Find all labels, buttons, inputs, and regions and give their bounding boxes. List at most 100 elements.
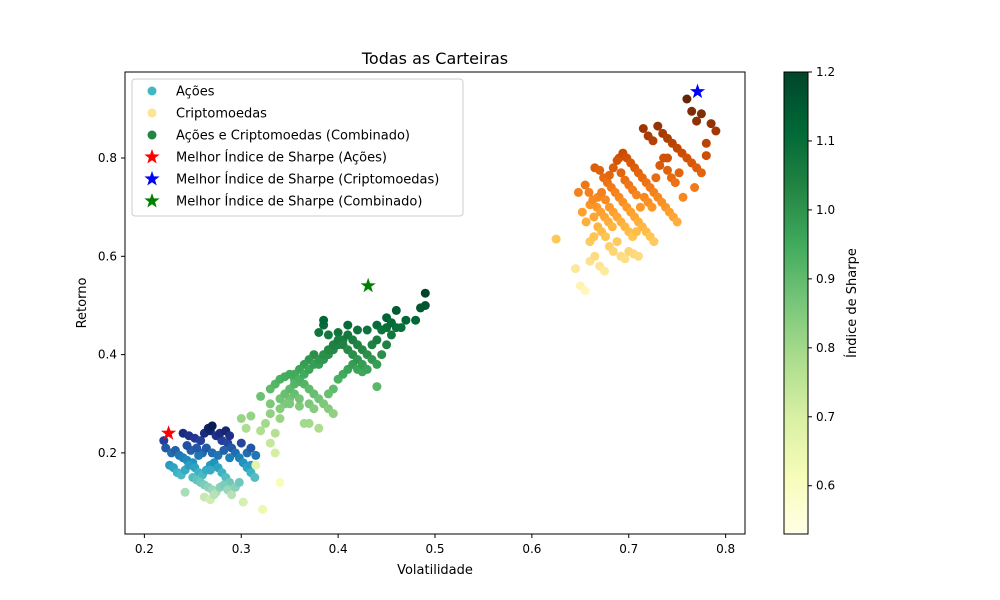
x-tick-label: 0.5 (425, 542, 444, 556)
data-point (696, 168, 706, 178)
data-point (649, 237, 659, 247)
colorbar-tick-label: 0.8 (816, 341, 835, 355)
data-point (706, 119, 716, 129)
data-point (608, 246, 618, 256)
data-point (655, 160, 665, 170)
chart-title: Todas as Carteiras (361, 49, 508, 68)
colorbar-gradient (783, 71, 809, 535)
data-point (601, 195, 610, 205)
data-point (584, 187, 594, 197)
legend-label: Melhor Índice de Sharpe (Criptomoedas) (176, 172, 439, 188)
data-point (635, 202, 645, 212)
data-point (411, 315, 421, 325)
legend-label: Melhor Índice de Sharpe (Ações) (176, 150, 387, 166)
data-point (711, 126, 721, 136)
x-tick-label: 0.4 (329, 542, 348, 556)
colorbar-tick-label: 1.1 (816, 134, 835, 148)
data-point (265, 409, 275, 419)
data-point (701, 151, 711, 161)
data-point (192, 443, 202, 453)
data-point (638, 124, 648, 133)
legend-marker (147, 108, 157, 118)
data-point (180, 487, 190, 497)
colorbar-tick-label: 0.6 (816, 479, 835, 493)
data-point (672, 217, 682, 227)
data-point (670, 178, 680, 188)
data-point (401, 315, 411, 325)
data-point (256, 426, 266, 436)
data-point (294, 401, 304, 411)
data-point (551, 234, 561, 244)
series-2 (236, 288, 430, 487)
data-point (590, 251, 600, 261)
data-point (241, 423, 251, 433)
x-tick-label: 0.7 (619, 542, 638, 556)
best-sharpe-star-5 (360, 277, 376, 293)
data-point (323, 389, 333, 399)
data-point (600, 266, 609, 276)
data-point (589, 232, 599, 242)
data-point (270, 448, 280, 458)
legend-marker-star (144, 193, 160, 208)
data-point (678, 192, 688, 202)
data-point (696, 109, 706, 119)
data-point (612, 237, 622, 247)
data-point (692, 116, 702, 126)
data-point (633, 251, 643, 261)
data-point (250, 473, 260, 482)
points-layer (159, 83, 721, 514)
data-point (314, 328, 324, 337)
data-point (674, 168, 684, 178)
y-tick-label: 0.2 (98, 446, 117, 460)
data-point (275, 414, 285, 423)
colorbar-tick-label: 0.9 (816, 272, 835, 286)
best-sharpe-star-4 (689, 83, 706, 99)
data-point (632, 227, 641, 237)
data-point (251, 450, 261, 460)
data-point (265, 399, 275, 409)
data-point (362, 325, 372, 335)
data-point (196, 436, 206, 446)
data-point (343, 320, 353, 330)
legend-box (131, 78, 464, 217)
data-point (616, 168, 626, 178)
data-point (304, 418, 314, 428)
colorbar-ticks: 0.6 0.7 0.8 0.9 1.0 1.1 1.2 (808, 65, 835, 493)
data-point (205, 465, 215, 475)
data-point (333, 328, 343, 337)
series-0 (159, 421, 268, 514)
data-point (236, 414, 246, 423)
data-point (580, 286, 590, 296)
data-point (382, 340, 392, 350)
data-point (648, 136, 658, 146)
x-tick-label: 0.6 (522, 542, 541, 556)
data-point (612, 156, 622, 165)
data-point (209, 490, 219, 500)
data-point (227, 490, 237, 500)
data-point (577, 207, 587, 217)
colorbar-tick-label: 1.2 (816, 65, 835, 79)
data-point (391, 305, 401, 315)
data-point (420, 288, 430, 298)
data-point (353, 325, 362, 335)
x-tick-label: 0.2 (135, 542, 154, 556)
y-tick-label: 0.8 (98, 151, 117, 165)
legend-marker-star (144, 149, 160, 164)
colorbar: 0.6 0.7 0.8 0.9 1.0 1.1 1.2 Índice de Sharpe (783, 65, 860, 535)
data-point (246, 411, 256, 421)
data-point (601, 232, 610, 242)
y-tick-label: 0.6 (98, 249, 117, 263)
data-point (219, 445, 229, 455)
data-point (687, 106, 697, 116)
data-point (595, 165, 605, 175)
data-point (651, 173, 661, 183)
data-point (261, 418, 270, 428)
data-point (604, 170, 614, 180)
data-point (236, 438, 246, 448)
data-point (270, 428, 280, 438)
data-point (238, 497, 248, 507)
data-point (265, 438, 275, 448)
data-point (659, 153, 669, 163)
data-point (314, 423, 324, 433)
y-axis: 0.2 0.4 0.6 0.8 (98, 151, 125, 460)
